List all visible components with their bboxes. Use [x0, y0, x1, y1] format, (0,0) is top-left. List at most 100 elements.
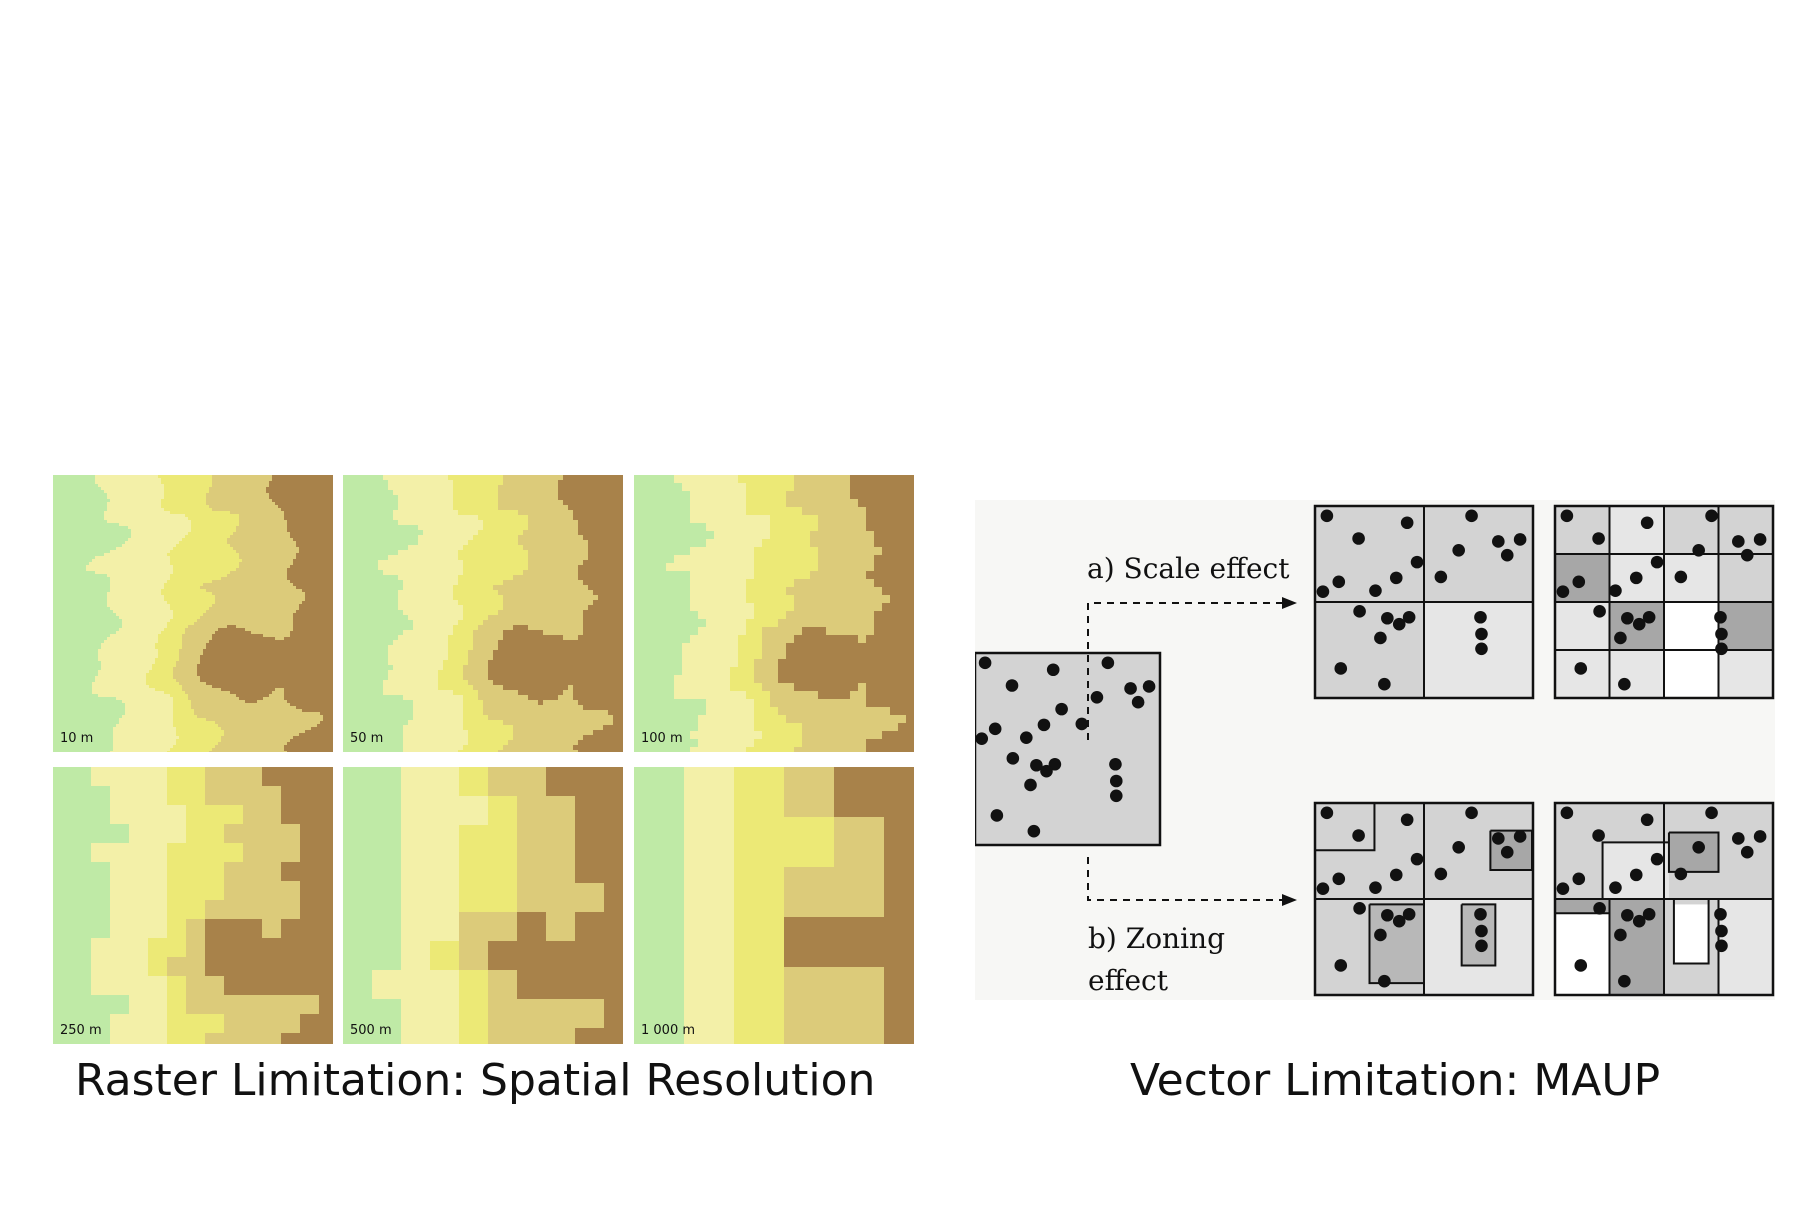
raster-cell — [53, 900, 111, 920]
raster-cell — [269, 484, 333, 488]
raster-cell — [473, 645, 499, 651]
raster-cell — [393, 490, 454, 496]
raster-cell — [212, 592, 306, 596]
raster-cell — [898, 723, 914, 732]
raster-cell — [170, 559, 243, 563]
data-point — [1369, 584, 1382, 597]
raster-cell — [182, 637, 213, 641]
raster-cell — [706, 699, 755, 708]
raster-cell — [300, 824, 333, 844]
raster-cell — [53, 805, 111, 825]
raster-cell — [149, 685, 183, 689]
raster-cell — [784, 867, 885, 918]
raster-cell — [104, 517, 189, 521]
raster-cell — [206, 682, 333, 686]
raster-cell — [53, 748, 114, 752]
raster-cell — [483, 525, 529, 531]
raster-cell — [152, 667, 174, 671]
raster-cell — [53, 577, 111, 581]
raster-cell — [558, 480, 623, 486]
raster-cell — [53, 995, 130, 1015]
data-point — [990, 809, 1004, 822]
raster-cell — [167, 601, 216, 605]
raster-cell — [227, 541, 297, 545]
raster-cell — [754, 571, 811, 580]
raster-cell — [53, 613, 117, 617]
data-point — [1037, 718, 1051, 732]
raster-cell — [754, 563, 819, 572]
raster-cell — [206, 493, 270, 497]
raster-cell — [468, 660, 489, 666]
raster-cell — [296, 556, 333, 560]
raster-cell — [698, 739, 755, 748]
raster-cell — [503, 635, 564, 641]
raster-cell — [493, 650, 623, 656]
raster-cell — [398, 595, 454, 601]
raster-cell — [53, 538, 129, 542]
raster-cell — [343, 725, 404, 731]
raster-cell — [53, 919, 111, 939]
raster-cell — [131, 535, 186, 539]
raster-cell — [890, 707, 914, 716]
raster-cell — [122, 700, 174, 704]
raster-cell — [866, 683, 914, 692]
raster-cell — [53, 652, 99, 656]
raster-cell — [438, 680, 469, 686]
raster-cell — [666, 563, 755, 572]
raster-cell — [443, 660, 469, 666]
raster-cell — [588, 550, 623, 556]
raster-cell — [218, 742, 288, 746]
raster-cell — [698, 723, 755, 732]
raster-cell — [523, 530, 579, 536]
raster-cell — [343, 700, 414, 706]
raster-cell — [834, 817, 885, 868]
raster-cell — [343, 645, 389, 651]
raster-cell — [205, 938, 333, 958]
raster-cell — [503, 480, 559, 486]
raster-cell — [453, 630, 474, 636]
raster-cell — [543, 700, 579, 706]
raster-cell — [423, 530, 479, 536]
raster-cell — [343, 600, 399, 606]
raster-cell — [53, 571, 96, 575]
data-point — [1572, 575, 1586, 589]
raster-cell — [272, 691, 285, 695]
raster-cell — [284, 748, 333, 752]
raster-cell — [401, 1028, 460, 1044]
raster-cell — [110, 586, 165, 590]
raster-cell — [95, 478, 162, 482]
raster-cell — [296, 553, 333, 557]
raster-cell — [317, 724, 333, 728]
raster-cell — [224, 881, 301, 901]
data-point — [1474, 907, 1487, 921]
raster-cell — [874, 611, 914, 620]
raster-cell — [186, 976, 225, 996]
raster-cell — [578, 635, 623, 641]
raster-cell — [418, 535, 474, 541]
raster-cell — [53, 541, 126, 545]
raster-cell — [206, 499, 273, 503]
raster-cell — [167, 843, 244, 863]
raster-cell — [343, 605, 399, 611]
raster-cell — [343, 580, 404, 586]
raster-cell — [418, 525, 484, 531]
raster-cell — [224, 1014, 301, 1034]
raster-cell — [634, 611, 699, 620]
raster-cell — [215, 598, 306, 602]
raster-cell — [116, 613, 174, 617]
raster-cell — [110, 1033, 168, 1044]
raster-cell — [107, 637, 159, 641]
raster-cell — [53, 589, 111, 593]
raster-cell — [682, 659, 739, 668]
raster-cell — [205, 919, 263, 939]
raster-cell — [104, 553, 168, 557]
raster-cell — [754, 707, 779, 716]
raster-cell — [343, 480, 389, 486]
raster-caption: Raster Limitation: Spatial Resolution — [75, 1055, 876, 1106]
raster-cell — [383, 475, 449, 481]
raster-cell — [634, 651, 683, 660]
raster-cell — [483, 700, 539, 706]
map-frame-border — [1313, 504, 1535, 700]
raster-cell — [398, 495, 454, 501]
raster-cell — [343, 565, 379, 571]
